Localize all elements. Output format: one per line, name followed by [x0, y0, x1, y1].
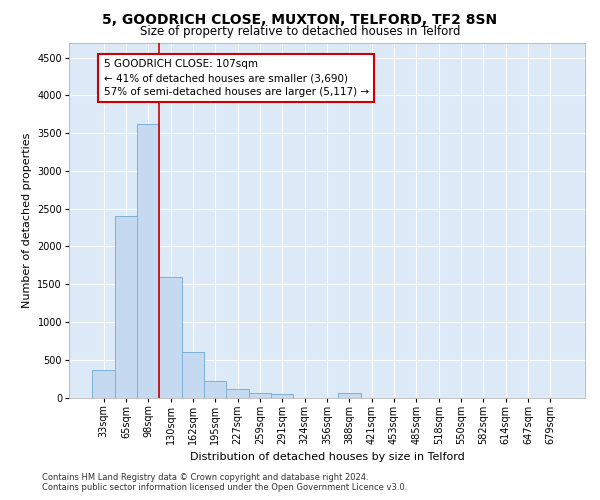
Text: Contains HM Land Registry data © Crown copyright and database right 2024.
Contai: Contains HM Land Registry data © Crown c… [42, 473, 407, 492]
Text: 5, GOODRICH CLOSE, MUXTON, TELFORD, TF2 8SN: 5, GOODRICH CLOSE, MUXTON, TELFORD, TF2 … [103, 12, 497, 26]
X-axis label: Distribution of detached houses by size in Telford: Distribution of detached houses by size … [190, 452, 464, 462]
Bar [271, 394, 293, 398]
Bar [182, 352, 204, 398]
Bar [160, 278, 182, 398]
Bar [204, 380, 226, 398]
Bar [92, 370, 115, 398]
Y-axis label: Number of detached properties: Number of detached properties [22, 132, 32, 308]
Text: Size of property relative to detached houses in Telford: Size of property relative to detached ho… [140, 25, 460, 38]
Text: 5 GOODRICH CLOSE: 107sqm
← 41% of detached houses are smaller (3,690)
57% of sem: 5 GOODRICH CLOSE: 107sqm ← 41% of detach… [104, 59, 369, 97]
Bar [115, 216, 137, 398]
Bar [338, 393, 361, 398]
Bar [226, 389, 249, 398]
Bar [249, 392, 271, 398]
Bar [137, 124, 160, 398]
